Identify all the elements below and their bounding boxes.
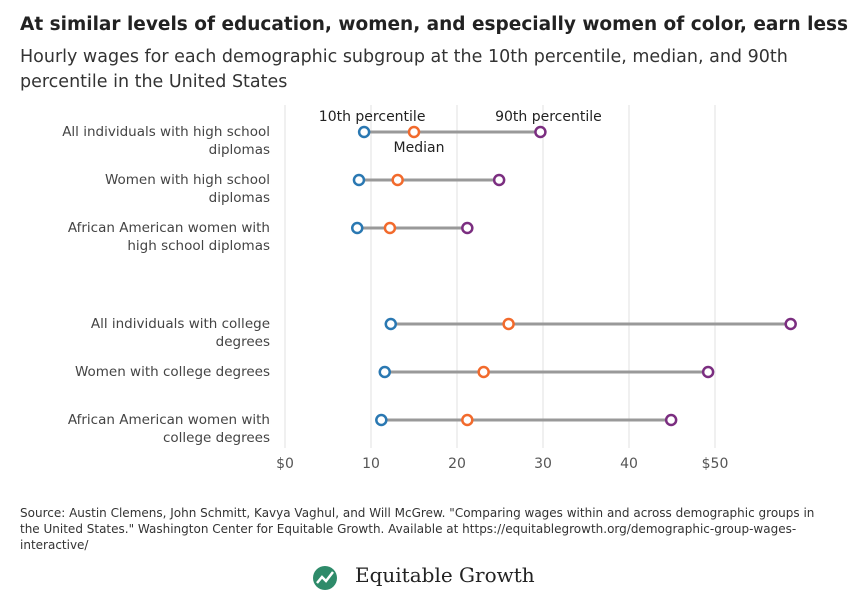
x-tick-label: 40 (620, 456, 638, 472)
source: Source: Austin Clemens, John Schmitt, Ka… (20, 506, 815, 552)
dot (407, 125, 421, 139)
x-tick-label: 10 (362, 456, 380, 472)
x-tick-label: 30 (534, 456, 552, 472)
category-label: African American women with college degr… (67, 412, 270, 446)
subtitle: Hourly wages for each demographic subgro… (20, 47, 788, 92)
category-label: All individuals with college degrees (90, 316, 270, 350)
dot (534, 125, 547, 139)
dot (502, 317, 515, 331)
series-label: 90th percentile (495, 109, 602, 125)
title: At similar levels of education, women, a… (20, 14, 849, 35)
series-label: Median (394, 140, 445, 156)
dot (784, 317, 797, 331)
logo: Equitable Growth (355, 563, 535, 587)
dot (492, 173, 506, 187)
dot (378, 365, 392, 379)
category-label: Women with high school diplomas (104, 172, 270, 206)
category-label: All individuals with high school diploma… (62, 124, 270, 158)
x-tick-label: $50 (702, 456, 729, 472)
dot (477, 365, 490, 379)
series-label: 10th percentile (319, 109, 426, 125)
category-label: Women with college degrees (74, 364, 270, 380)
dot (461, 221, 474, 235)
dot (350, 221, 364, 235)
category-label: African American women with high school … (67, 220, 270, 254)
dot (375, 413, 388, 427)
dot (383, 221, 397, 235)
logo-icon (313, 566, 337, 590)
x-tick-label: 20 (448, 456, 466, 472)
dot (384, 317, 398, 331)
dot (664, 413, 678, 427)
dot (391, 173, 404, 187)
dot (461, 413, 474, 427)
x-tick-label: $0 (276, 456, 294, 472)
dot (701, 365, 715, 379)
dot (357, 125, 371, 139)
dot (352, 173, 366, 187)
